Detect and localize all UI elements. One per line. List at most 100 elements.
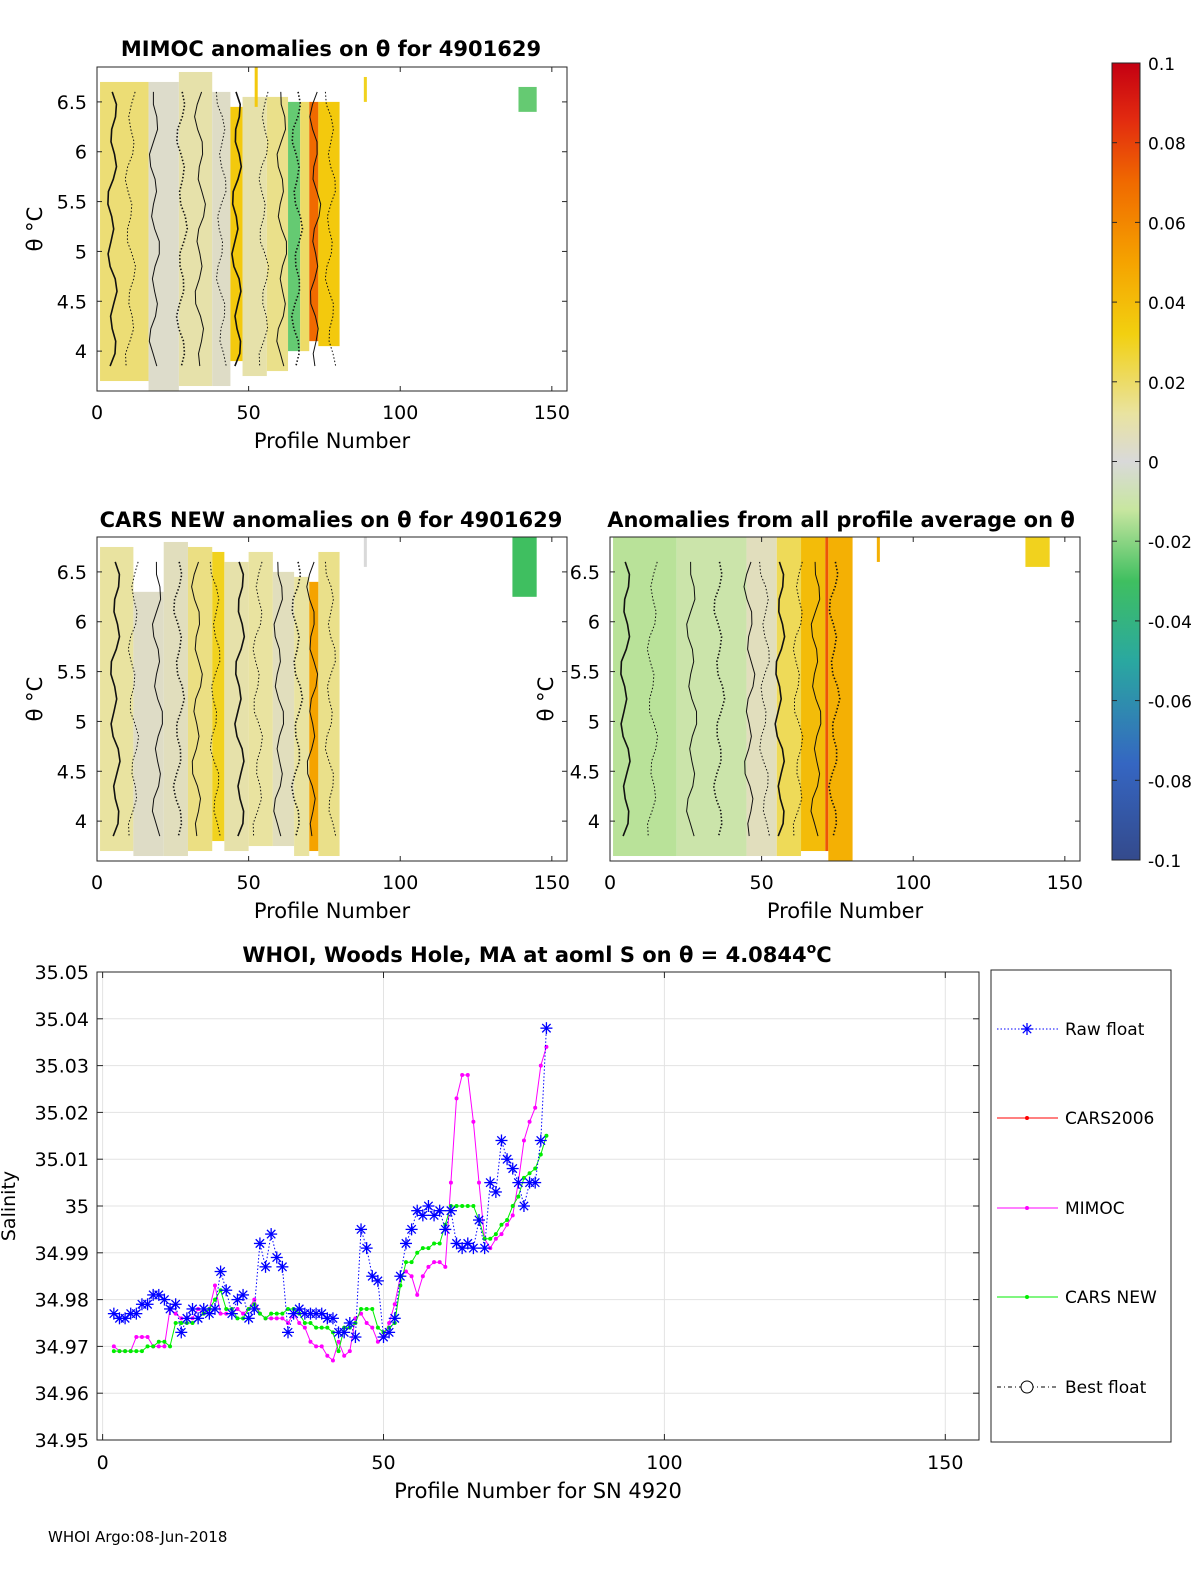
x-tick-label: 100 [646, 1452, 682, 1474]
raw-float-marker [203, 1307, 216, 1320]
legend: Raw float CARS2006 MIMOC CARS NEW Best f [990, 969, 1172, 1443]
heatmap-cell [1025, 537, 1050, 567]
heatmap-cell [242, 96, 267, 377]
raw-float-marker [506, 1162, 519, 1175]
avg-heatmap-cells [613, 537, 1050, 861]
y-tick-label: 5.5 [57, 662, 87, 684]
series-point [274, 1311, 279, 1316]
mimoc-xlabel: Profile Number [254, 429, 411, 453]
heatmap-cell [100, 81, 149, 382]
x-tick-label: 0 [604, 872, 616, 894]
heatmap-cell [363, 537, 367, 567]
heatmap-cell [746, 537, 777, 857]
colorbar-tick-label: -0.08 [1148, 772, 1192, 792]
series-point [162, 1344, 167, 1349]
y-tick-label: 6.5 [57, 92, 87, 114]
y-tick-label: 35 [65, 1196, 89, 1218]
colorbar: 0.1 0.08 0.06 0.04 0.02 0 -0.02 -0.04 -0.06 -0.08… [1111, 55, 1192, 872]
heatmap-cell [512, 537, 537, 597]
series-point [145, 1335, 150, 1340]
series-point [347, 1349, 352, 1354]
colorbar-tick-label: -0.04 [1148, 613, 1192, 633]
avg-xticks: 0 50 100 150 [604, 537, 1083, 894]
raw-float-marker [130, 1307, 143, 1320]
colorbar-tick-label: 0.1 [1148, 55, 1175, 75]
series-point [364, 1321, 369, 1325]
series-point [212, 1283, 217, 1288]
raw-float-marker [529, 1176, 542, 1189]
mimoc-panel: MIMOC anomalies on θ for 4901629 0 50 100 1… [23, 37, 570, 453]
series-point [286, 1321, 291, 1325]
series-point [330, 1358, 335, 1363]
series-point [263, 1316, 268, 1321]
series-point [308, 1339, 313, 1344]
raw-float-marker [326, 1312, 339, 1325]
series-point [257, 1311, 262, 1316]
series-point [465, 1204, 470, 1208]
series-point [426, 1264, 431, 1269]
raw-float-marker [276, 1260, 289, 1273]
raw-float-marker [270, 1251, 283, 1264]
series-point [297, 1321, 302, 1325]
y-tick-label: 34.96 [35, 1383, 89, 1405]
series-point [325, 1353, 330, 1358]
contour-line [127, 561, 140, 837]
legend-dot-marker [1025, 1206, 1029, 1210]
raw-float-marker [388, 1312, 401, 1325]
mimoc-heatmap-cells [100, 67, 537, 391]
raw-float-marker [534, 1134, 547, 1147]
series-point [375, 1325, 380, 1330]
mimoc-axes-box [96, 66, 568, 392]
cars-yticks: 4 4.5 5 5.5 6 6.5 [57, 562, 567, 833]
raw-float-marker [478, 1242, 491, 1255]
raw-float-marker [208, 1302, 221, 1315]
raw-float-marker [287, 1307, 300, 1320]
series-point [370, 1306, 375, 1311]
series-point [139, 1335, 144, 1340]
heatmap-cell [876, 537, 880, 562]
raw-float-marker [293, 1302, 306, 1315]
y-tick-label: 35.04 [35, 1009, 89, 1031]
y-tick-label: 4.5 [570, 761, 600, 783]
series-point [505, 1218, 510, 1223]
heatmap-cell [363, 76, 367, 102]
contour-line [774, 561, 786, 837]
series-point [460, 1204, 465, 1208]
series-point [359, 1306, 364, 1311]
salinity-xlabel: Profile Number for SN 4920 [394, 1479, 682, 1503]
series-point [162, 1339, 167, 1344]
raw-float-marker [495, 1134, 508, 1147]
series-point [420, 1246, 425, 1251]
x-tick-label: 0 [91, 402, 103, 424]
series-point [314, 1325, 319, 1330]
raw-float-marker [416, 1209, 429, 1222]
x-tick-label: 0 [97, 1452, 109, 1474]
series-point [454, 1204, 459, 1208]
cars-title: CARS NEW anomalies on θ for 4901629 [100, 508, 563, 532]
colorbar-tick-label: -0.1 [1148, 852, 1181, 872]
raw-float-marker [225, 1307, 238, 1320]
raw-float-marker [433, 1204, 446, 1217]
raw-float-marker [456, 1242, 469, 1255]
raw-float-marker [489, 1185, 502, 1198]
series-point [325, 1325, 330, 1330]
series-point [370, 1325, 375, 1330]
y-tick-label: 6 [75, 142, 87, 164]
legend-item-cars2006: CARS2006 [997, 1109, 1154, 1129]
x-tick-label: 50 [237, 872, 261, 894]
raw-float-marker [197, 1302, 210, 1315]
contour-line [324, 561, 337, 837]
series-point [218, 1311, 223, 1316]
series-point [415, 1250, 420, 1255]
heatmap-cell [318, 101, 340, 347]
series-point [499, 1232, 504, 1237]
raw-float-marker [517, 1200, 530, 1212]
salinity-panel: WHOI, Woods Hole, MA at aoml S on θ = 4.… [0, 941, 1172, 1503]
legend-item-best-float: Best float [997, 1378, 1147, 1398]
mimoc-ylabel: θ °C [23, 207, 47, 252]
contour-line [324, 91, 337, 367]
raw-float-marker [355, 1223, 368, 1236]
contour-line [175, 91, 189, 367]
series-line [113, 1028, 547, 1338]
y-tick-label: 4.5 [57, 761, 87, 783]
